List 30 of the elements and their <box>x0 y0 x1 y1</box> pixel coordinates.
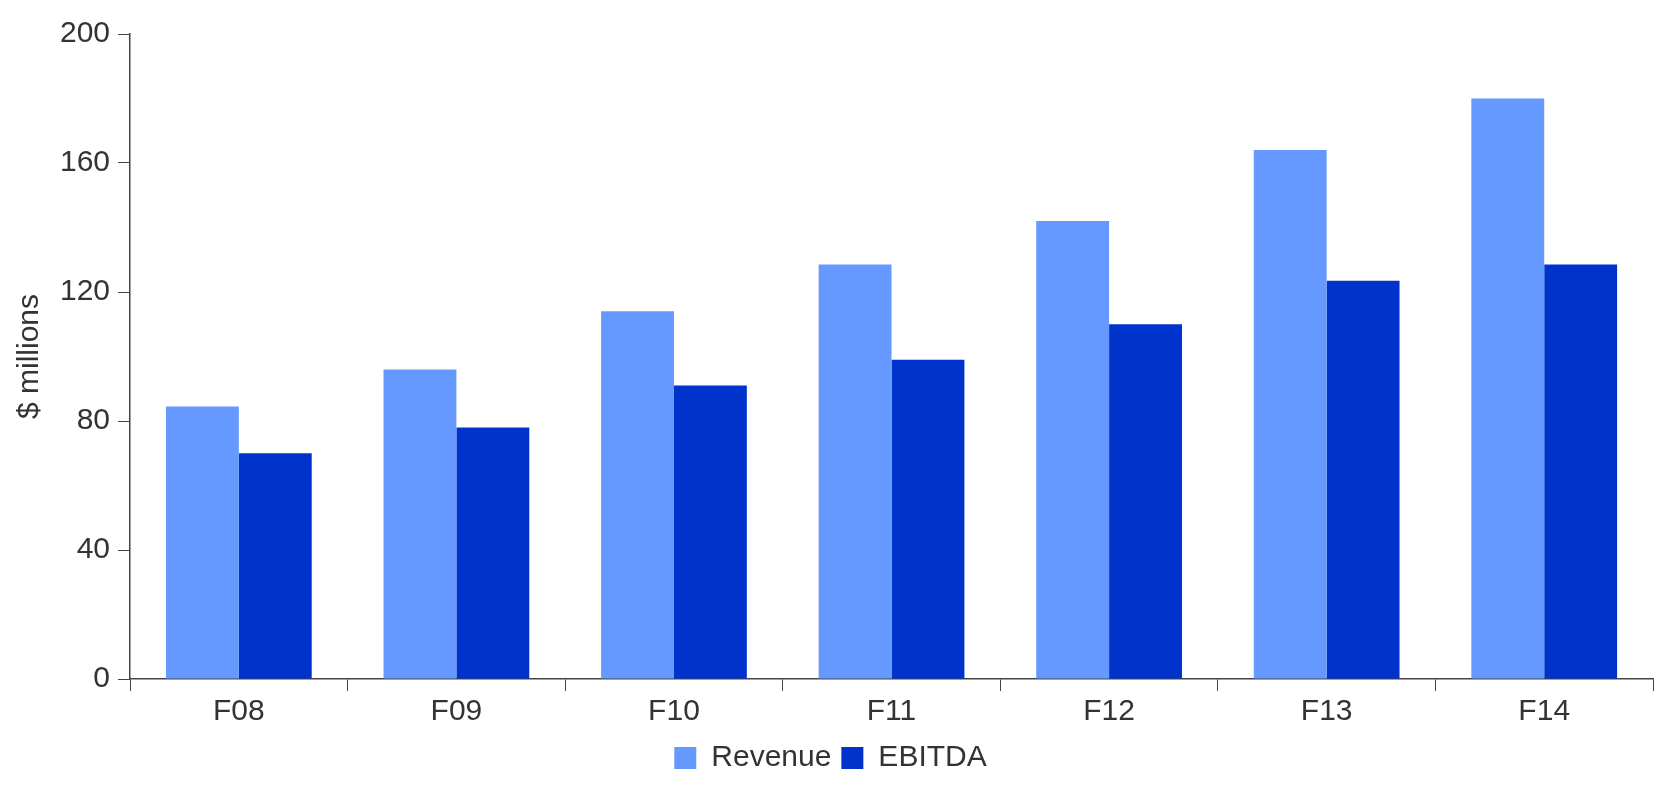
x-tick-label: F11 <box>866 693 917 727</box>
bar <box>238 453 312 679</box>
bar <box>601 311 674 679</box>
y-axis-title: $ millions <box>11 293 45 420</box>
bar <box>1544 264 1618 679</box>
x-tick-label: F12 <box>1083 693 1135 727</box>
x-tick-label: F10 <box>648 693 700 727</box>
bar <box>1471 98 1545 679</box>
y-tick-label: 200 <box>59 15 111 49</box>
y-tick-label: 160 <box>59 144 111 178</box>
y-tick-label: 120 <box>59 273 111 307</box>
bar <box>891 359 965 679</box>
x-tick-label: F09 <box>430 693 483 727</box>
y-tick-label: 40 <box>76 531 111 565</box>
y-tick-label: 80 <box>76 402 111 436</box>
x-tick-label: F13 <box>1300 693 1353 727</box>
bar <box>1326 280 1400 679</box>
x-tick-label: F08 <box>212 693 265 727</box>
bar <box>1109 324 1182 679</box>
x-tick-label: F14 <box>1518 693 1571 727</box>
legend-label: Revenue <box>711 739 832 773</box>
bar <box>1036 221 1110 679</box>
bar <box>1253 150 1327 679</box>
bar <box>456 427 530 679</box>
bar <box>165 406 239 679</box>
bar <box>673 385 747 679</box>
bar <box>383 369 457 679</box>
bar <box>818 264 892 679</box>
y-tick-label: 0 <box>93 660 111 694</box>
legend-label: EBITDA <box>878 739 987 773</box>
